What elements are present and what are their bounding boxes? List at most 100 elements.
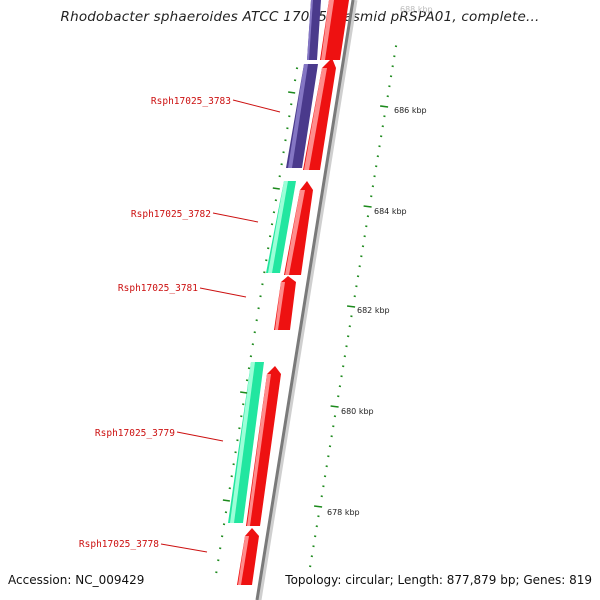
- tick-minor: [365, 225, 368, 228]
- tick-minor: [378, 145, 381, 148]
- kbp-label-686: 686 kbp: [394, 106, 427, 115]
- tick-minor: [267, 247, 270, 250]
- tick-minor: [255, 319, 258, 322]
- tick-minor: [342, 365, 345, 368]
- tick-minor: [328, 445, 332, 448]
- tick-minor: [371, 185, 375, 188]
- backbone-line: [255, 0, 355, 600]
- backbone-shadow: [256, 0, 358, 600]
- tick-minor: [366, 215, 370, 218]
- tick-major: [380, 105, 389, 108]
- tick-minor: [338, 385, 342, 388]
- tick-minor: [343, 355, 347, 358]
- tick-minor: [257, 307, 260, 310]
- tick-minor: [245, 379, 249, 382]
- topology-summary: Topology: circular; Length: 877,879 bp; …: [285, 573, 592, 587]
- tick-minor: [268, 235, 272, 238]
- tick-minor: [228, 487, 231, 490]
- tick-minor: [222, 523, 226, 526]
- tick-minor: [313, 535, 317, 538]
- pointer-3782: [212, 212, 259, 223]
- tick-minor: [370, 195, 373, 198]
- tick-minor: [253, 331, 256, 334]
- tick-minor: [363, 235, 366, 238]
- tick-minor: [224, 511, 228, 514]
- tick-minor: [249, 355, 253, 358]
- pointer-3778: [160, 543, 208, 553]
- tick-major: [347, 305, 356, 308]
- tick-minor: [379, 135, 383, 138]
- tick-minor: [360, 255, 363, 258]
- tick-minor: [234, 451, 237, 454]
- tick-minor: [356, 275, 360, 278]
- tick-major: [363, 205, 372, 208]
- tick-minor: [312, 545, 315, 548]
- pointer-3779: [176, 431, 224, 442]
- tick-minor: [337, 395, 340, 398]
- tick-minor: [230, 475, 233, 478]
- gene-label-3783: Rsph17025_3783: [151, 96, 231, 107]
- tick-minor: [388, 85, 391, 88]
- tick-minor: [220, 535, 224, 538]
- tick-major: [314, 505, 323, 508]
- tick-minor: [323, 475, 327, 478]
- tick-minor: [391, 65, 394, 68]
- tick-minor: [333, 415, 337, 418]
- tick-major: [222, 499, 230, 502]
- gene-label-3781: Rsph17025_3781: [118, 283, 198, 294]
- tick-minor: [295, 67, 299, 70]
- tick-minor: [383, 115, 386, 118]
- tick-minor: [346, 335, 350, 338]
- tick-minor: [315, 525, 318, 528]
- tick-minor: [232, 463, 235, 466]
- tick-minor: [327, 455, 330, 458]
- tick-minor: [309, 565, 312, 568]
- tick-minor: [240, 415, 243, 418]
- tick-minor: [215, 571, 218, 574]
- tick-minor: [330, 435, 333, 438]
- tick-minor: [394, 45, 398, 48]
- kbp-label-678: 678 kbp: [327, 508, 360, 517]
- accession-text: Accession: NC_009429: [8, 573, 145, 587]
- tick-minor: [263, 271, 266, 274]
- tick-minor: [259, 295, 262, 298]
- tick-major: [330, 405, 339, 408]
- tick-minor: [286, 127, 289, 130]
- tick-minor: [317, 515, 320, 518]
- tick-minor: [247, 367, 251, 370]
- tick-minor: [242, 403, 245, 406]
- tick-minor: [386, 95, 389, 98]
- tick-minor: [219, 547, 222, 550]
- tick-minor: [310, 555, 314, 558]
- gene-label-3782: Rsph17025_3782: [131, 209, 211, 220]
- tick-minor: [284, 139, 287, 142]
- tick-minor: [348, 325, 351, 328]
- tick-major: [288, 91, 296, 94]
- tick-minor: [389, 75, 393, 78]
- gene-label-3779: Rsph17025_3779: [95, 428, 175, 439]
- tick-minor: [340, 375, 343, 378]
- tick-minor: [251, 343, 255, 346]
- faded-kbp-label: 688 kbp: [400, 5, 433, 14]
- tick-marks: [215, 45, 398, 574]
- kbp-label-682: 682 kbp: [357, 306, 390, 315]
- tick-minor: [272, 211, 276, 214]
- tick-minor: [278, 175, 281, 178]
- tick-minor: [375, 165, 378, 168]
- tick-minor: [332, 425, 335, 428]
- kbp-label-684: 684 kbp: [374, 207, 407, 216]
- tick-minor: [355, 285, 358, 288]
- tick-minor: [358, 265, 361, 268]
- tick-minor: [238, 427, 241, 430]
- tick-minor: [293, 79, 297, 82]
- tick-minor: [280, 163, 283, 166]
- tick-minor: [265, 259, 268, 262]
- map-title: Rhodobacter sphaeroides ATCC 17025 plasm…: [60, 9, 540, 25]
- tick-minor: [350, 315, 353, 318]
- tick-minor: [393, 55, 396, 58]
- tick-minor: [236, 439, 239, 442]
- tick-minor: [353, 295, 356, 298]
- tick-minor: [325, 465, 328, 468]
- tick-minor: [381, 125, 384, 128]
